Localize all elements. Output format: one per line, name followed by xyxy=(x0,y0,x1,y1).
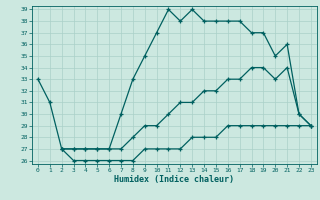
X-axis label: Humidex (Indice chaleur): Humidex (Indice chaleur) xyxy=(115,175,234,184)
